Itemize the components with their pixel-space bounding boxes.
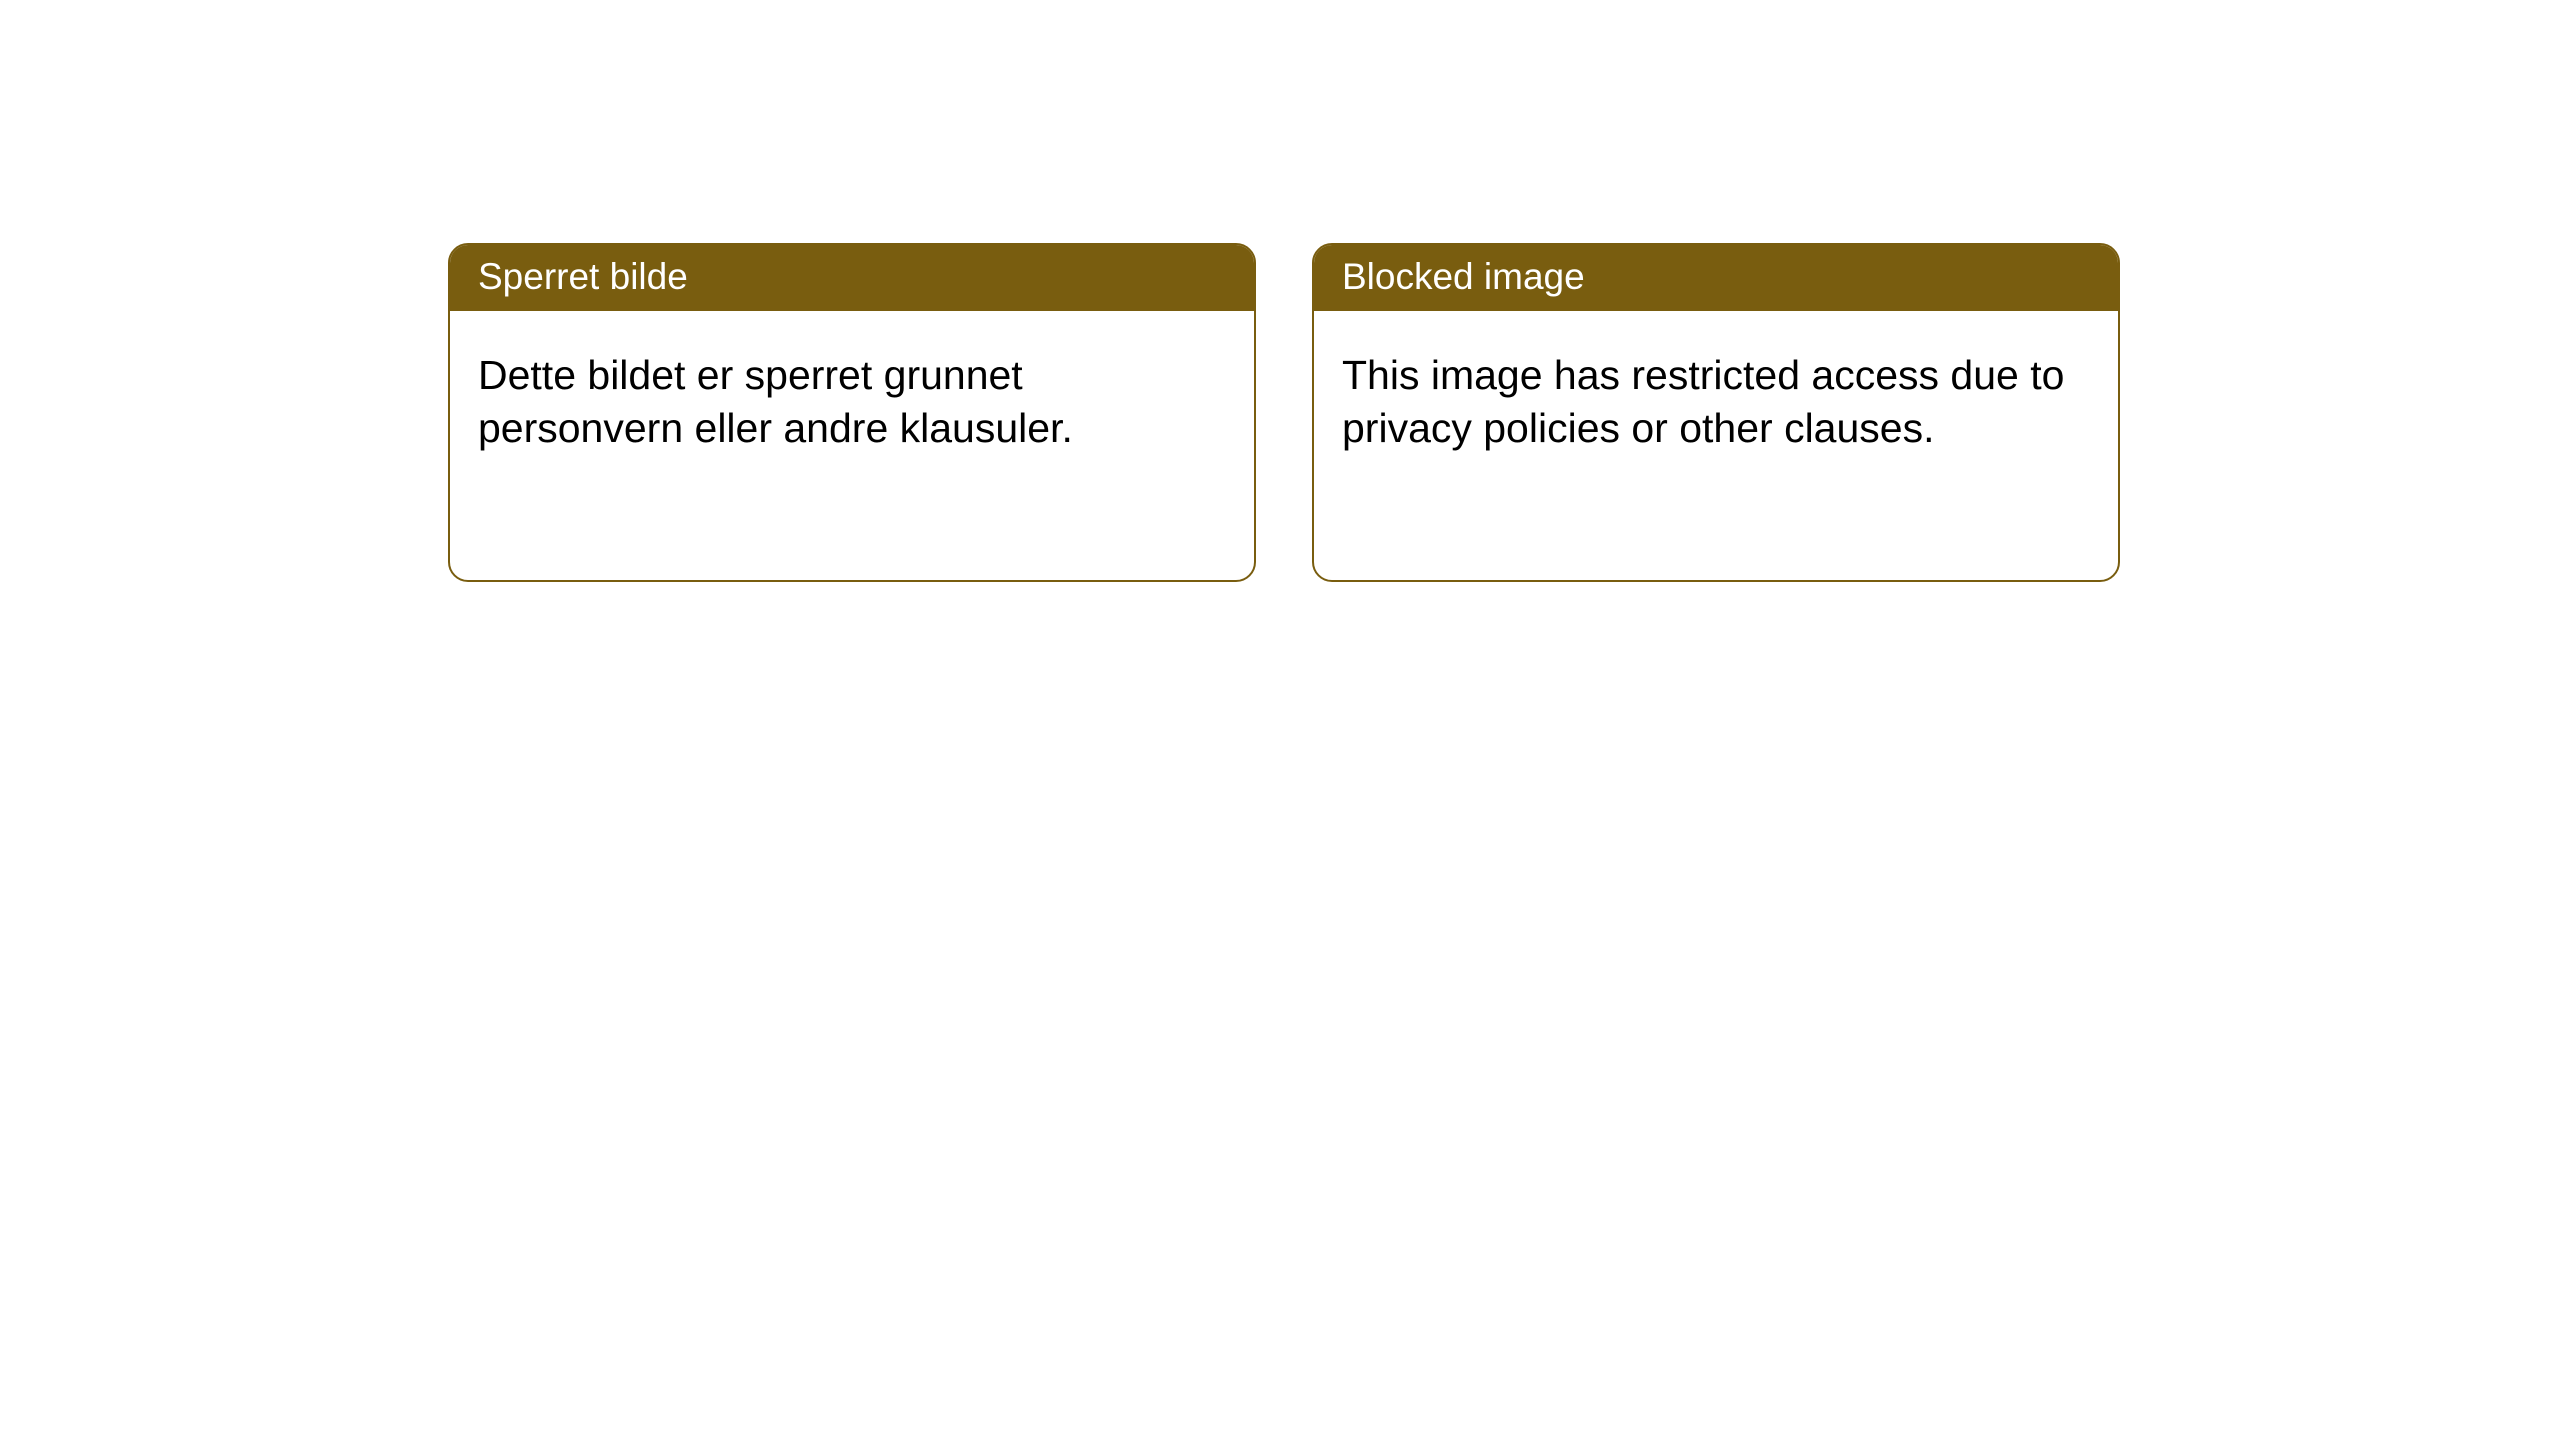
notice-header: Blocked image <box>1314 245 2118 311</box>
notice-message: Dette bildet er sperret grunnet personve… <box>478 352 1073 450</box>
notice-container: Sperret bilde Dette bildet er sperret gr… <box>0 0 2560 582</box>
notice-box-english: Blocked image This image has restricted … <box>1312 243 2120 582</box>
notice-body: Dette bildet er sperret grunnet personve… <box>450 311 1254 492</box>
notice-message: This image has restricted access due to … <box>1342 352 2064 450</box>
notice-box-norwegian: Sperret bilde Dette bildet er sperret gr… <box>448 243 1256 582</box>
notice-title: Blocked image <box>1342 256 1585 297</box>
notice-title: Sperret bilde <box>478 256 688 297</box>
notice-body: This image has restricted access due to … <box>1314 311 2118 492</box>
notice-header: Sperret bilde <box>450 245 1254 311</box>
